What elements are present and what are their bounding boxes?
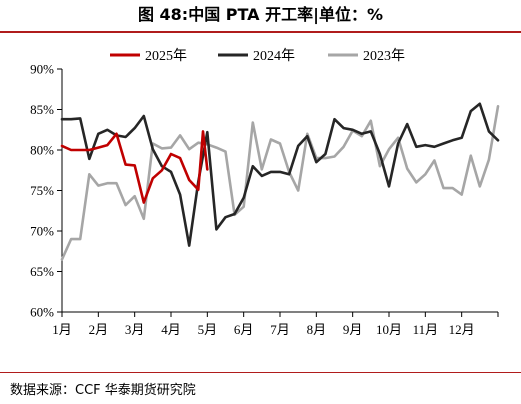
x-tick-label: 10月: [376, 322, 402, 337]
y-tick-label: 75%: [30, 183, 54, 198]
source-note: 数据来源：CCF 华泰期货研究院: [10, 383, 196, 398]
series-group: [60, 102, 500, 261]
series-line-2023年: [60, 105, 500, 261]
x-tick-label: 4月: [161, 322, 181, 337]
title-divider: [0, 31, 521, 33]
legend-label: 2024年: [253, 48, 295, 64]
chart-title: 图 48:中国 PTA 开工率|单位：%: [137, 5, 384, 24]
y-tick-label: 85%: [30, 102, 54, 117]
x-tick-label: 7月: [270, 322, 290, 337]
y-tick-label: 60%: [30, 305, 54, 320]
x-tick-label: 11月: [413, 322, 439, 337]
y-axis: 60% 65% 70% 75% 80% 85% 90%: [30, 62, 63, 320]
y-tick-label: 65%: [30, 264, 54, 279]
x-axis: 1月 2月 3月 4月 5月 6月 7月 8月 9月 10月 11月 12月: [52, 311, 499, 337]
legend-label: 2023年: [363, 48, 405, 64]
y-tick-label: 90%: [30, 62, 54, 77]
y-tick-label: 80%: [30, 143, 54, 158]
series-line-2025年: [60, 130, 209, 204]
x-tick-label: 8月: [307, 322, 327, 337]
source-divider: [0, 372, 521, 373]
legend: 2025年 2024年 2023年: [110, 48, 405, 64]
x-tick-label: 12月: [449, 322, 475, 337]
legend-label: 2025年: [145, 48, 187, 64]
x-tick-label: 1月: [52, 322, 72, 337]
x-tick-label: 6月: [234, 322, 254, 337]
series-line-2024年: [60, 102, 500, 247]
y-tick-label: 70%: [30, 224, 54, 239]
x-tick-label: 2月: [89, 322, 109, 337]
x-tick-label: 3月: [125, 322, 145, 337]
x-tick-label: 9月: [343, 322, 363, 337]
x-tick-label: 5月: [198, 322, 218, 337]
